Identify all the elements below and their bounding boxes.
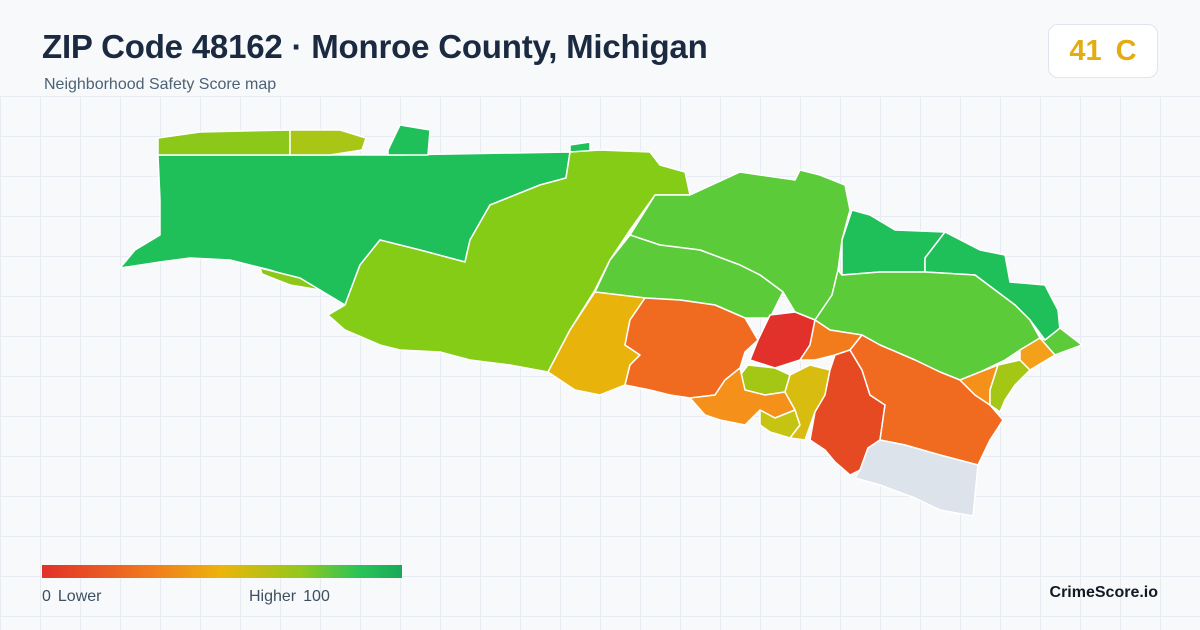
tract-southeast-orange[interactable] bbox=[849, 334, 1004, 466]
legend-color-bar bbox=[42, 565, 402, 578]
tract-west-thin-strip[interactable] bbox=[259, 267, 321, 291]
legend-min-text: Lower bbox=[57, 588, 102, 605]
score-grade: C bbox=[1115, 34, 1137, 67]
score-badge: 41 C bbox=[1048, 24, 1158, 78]
brand-logo-text[interactable]: CrimeScore.io bbox=[1049, 584, 1158, 601]
tract-south-yellow-strip[interactable] bbox=[784, 364, 831, 441]
tract-north-strip-yellow[interactable] bbox=[289, 129, 367, 156]
legend-max-text: Higher bbox=[249, 588, 297, 605]
legend-high-label: Higher 100 bbox=[249, 588, 337, 606]
legend-low-label: 0 Lower bbox=[42, 588, 108, 606]
tract-northwest-strip[interactable] bbox=[157, 129, 291, 156]
tract-coast-green-tip[interactable] bbox=[1039, 327, 1083, 356]
tract-central-west[interactable] bbox=[327, 149, 691, 373]
legend-max-value: 100 bbox=[303, 588, 330, 605]
score-value: 41 bbox=[1069, 34, 1102, 67]
legend-min-value: 0 bbox=[42, 588, 51, 605]
page-subtitle: Neighborhood Safety Score map bbox=[44, 76, 277, 93]
tract-no-data[interactable] bbox=[854, 439, 979, 517]
page-title: ZIP Code 48162 · Monroe County, Michigan bbox=[42, 28, 708, 65]
tract-north-nub[interactable] bbox=[387, 124, 591, 156]
